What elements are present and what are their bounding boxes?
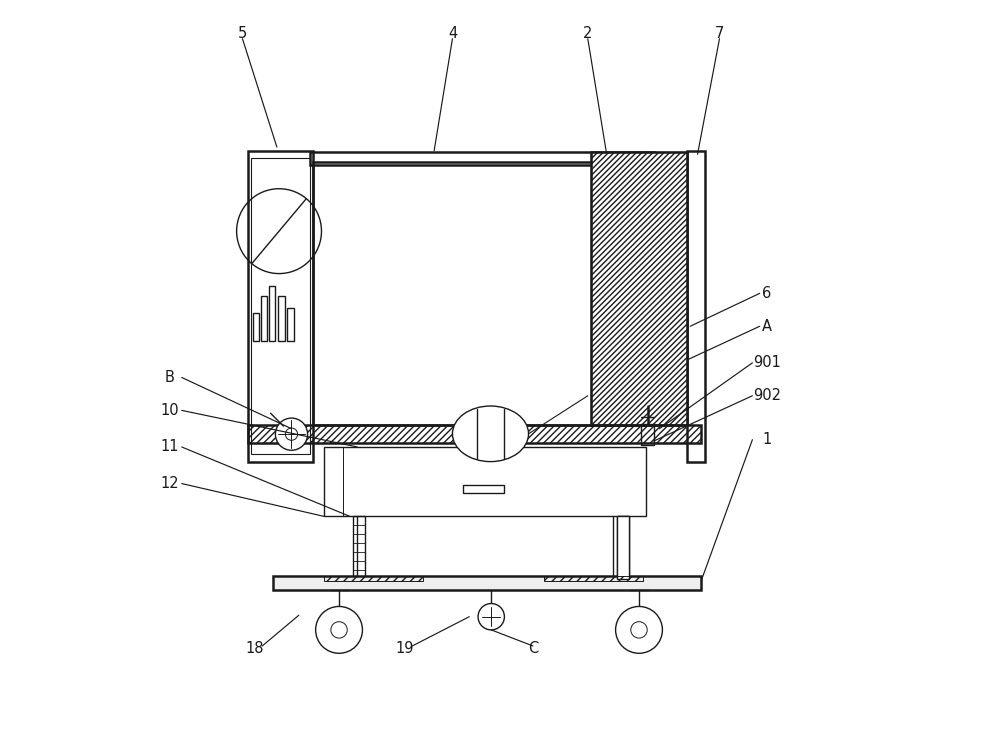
Bar	[251, 158, 310, 454]
Text: 901: 901	[753, 356, 781, 370]
Bar	[278, 295, 285, 341]
Text: C: C	[528, 641, 538, 656]
Text: 10: 10	[160, 403, 179, 418]
Ellipse shape	[452, 406, 529, 462]
Bar	[313, 162, 650, 425]
Text: 19: 19	[396, 641, 414, 656]
Bar	[324, 447, 646, 517]
Bar	[261, 295, 267, 341]
Bar	[544, 576, 643, 581]
Bar	[641, 424, 654, 445]
Bar	[269, 286, 275, 341]
Bar	[591, 152, 687, 425]
Text: 18: 18	[246, 641, 264, 656]
Bar	[273, 576, 701, 589]
Circle shape	[616, 606, 662, 653]
Bar	[310, 152, 654, 166]
Bar	[463, 485, 504, 493]
Bar	[287, 308, 294, 341]
Bar	[353, 517, 365, 578]
Bar	[687, 151, 705, 462]
Bar	[253, 313, 259, 341]
Circle shape	[275, 418, 308, 450]
Text: 902: 902	[753, 388, 781, 403]
Text: A: A	[762, 319, 772, 334]
Bar	[248, 151, 313, 462]
Bar	[617, 517, 629, 578]
Text: 1: 1	[762, 432, 772, 447]
Text: 2: 2	[583, 26, 592, 41]
Text: 4: 4	[448, 26, 457, 41]
Bar	[324, 576, 423, 581]
Bar	[591, 152, 687, 425]
Text: 6: 6	[762, 286, 772, 301]
Circle shape	[478, 603, 504, 630]
Text: 7: 7	[715, 26, 724, 41]
Bar	[617, 517, 629, 578]
Bar	[248, 425, 701, 443]
Circle shape	[316, 606, 362, 653]
Text: 11: 11	[160, 440, 179, 454]
Text: 5: 5	[238, 26, 247, 41]
Text: 12: 12	[160, 476, 179, 491]
Text: B: B	[164, 370, 174, 385]
